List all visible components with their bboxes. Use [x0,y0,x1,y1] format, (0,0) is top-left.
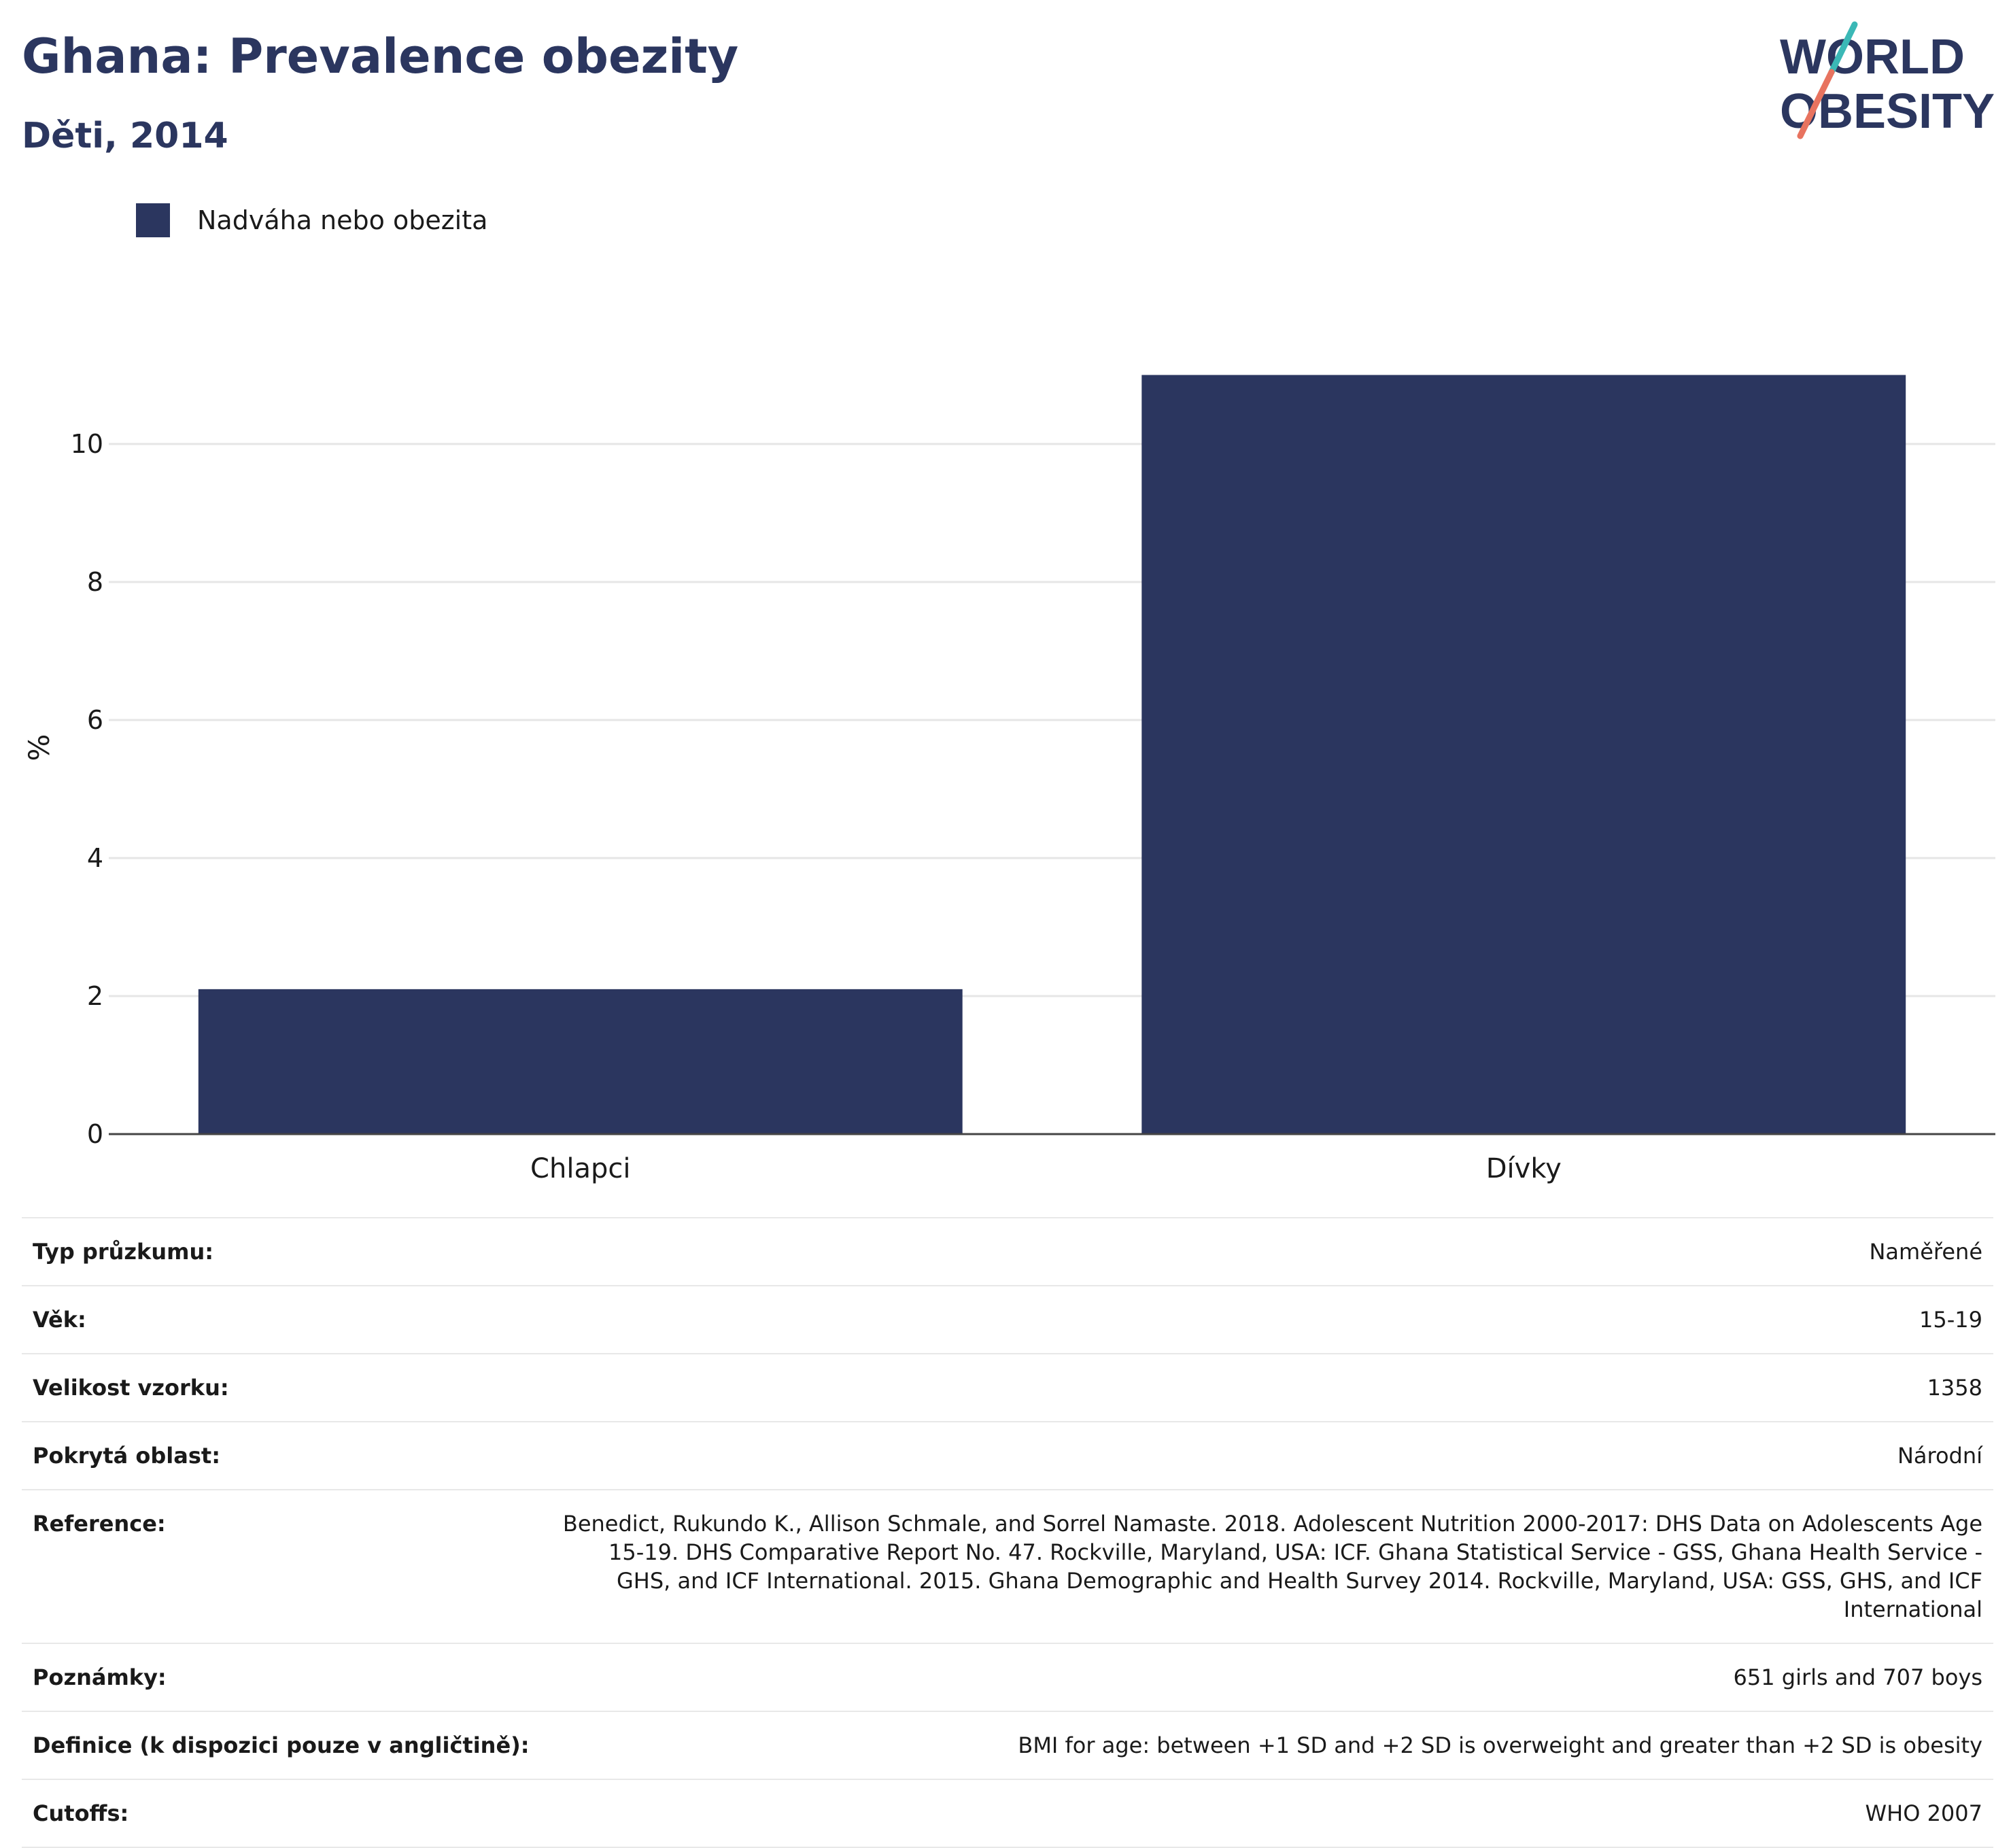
info-value: Benedict, Rukundo K., Allison Schmale, a… [540,1489,1993,1644]
info-row: Typ průzkumu: Naměřené [22,1217,1993,1286]
info-row: Definice (k dispozici pouze v angličtině… [22,1711,1993,1780]
y-tick-label: 10 [71,429,103,459]
x-tick-label: Dívky [1486,1153,1562,1184]
info-key: Pokrytá oblast: [22,1421,540,1490]
x-tick-label: Chlapci [530,1153,630,1184]
info-row: Pokrytá oblast: Národní [22,1421,1993,1490]
y-tick-label: 6 [87,705,103,735]
info-row: Poznámky: 651 girls and 707 boys [22,1643,1993,1712]
info-value: WHO 2007 [540,1779,1993,1848]
chart-legend[interactable]: Nadváha nebo obezita [136,201,487,239]
info-row: Reference: Benedict, Rukundo K., Allison … [22,1489,1993,1644]
info-row: Věk: 15-19 [22,1285,1993,1354]
info-key: Reference: [22,1489,540,1644]
y-tick-label: 0 [87,1119,103,1149]
world-obesity-logo: WORLD OBESITY [1780,21,1995,139]
chart-subtitle: Děti, 2014 [22,116,228,156]
y-axis-label: % [22,734,56,762]
info-value: 15-19 [540,1285,1993,1354]
info-value: 1358 [540,1353,1993,1422]
info-row: Cutoffs: WHO 2007 [22,1779,1993,1848]
y-tick-label: 2 [87,981,103,1011]
info-key: Věk: [22,1285,540,1354]
info-key: Velikost vzorku: [22,1353,540,1422]
logo-text-world: WORLD [1780,30,1965,84]
chart-title: Ghana: Prevalence obezity [22,29,739,84]
bar [1141,375,1906,1134]
info-value: BMI for age: between +1 SD and +2 SD is … [540,1711,1993,1780]
y-tick-label: 4 [87,843,103,873]
bar-chart: 0 2 4 6 8 10 Chlapci Dívky% [22,375,1995,1184]
legend-swatch [136,203,170,237]
bar [198,989,963,1134]
info-value: 651 girls and 707 boys [540,1643,1993,1712]
logo-slash-teal [1828,21,1858,75]
y-tick-label: 8 [87,567,103,597]
info-key: Cutoffs: [22,1779,540,1848]
info-value: Národní [540,1421,1993,1490]
survey-info-table: Typ průzkumu: Naměřené Věk: 15-19 Velikost v… [22,1217,1993,1848]
info-key: Poznámky: [22,1643,540,1712]
logo-text-obesity: OBESITY [1780,84,1995,139]
info-key: Definice (k dispozici pouze v angličtině… [22,1711,540,1780]
info-key: Typ průzkumu: [22,1217,540,1286]
logo-slash-coral [1797,69,1835,139]
legend-label: Nadváha nebo obezita [197,205,488,235]
info-value: Naměřené [540,1217,1993,1286]
info-row: Velikost vzorku: 1358 [22,1353,1993,1422]
